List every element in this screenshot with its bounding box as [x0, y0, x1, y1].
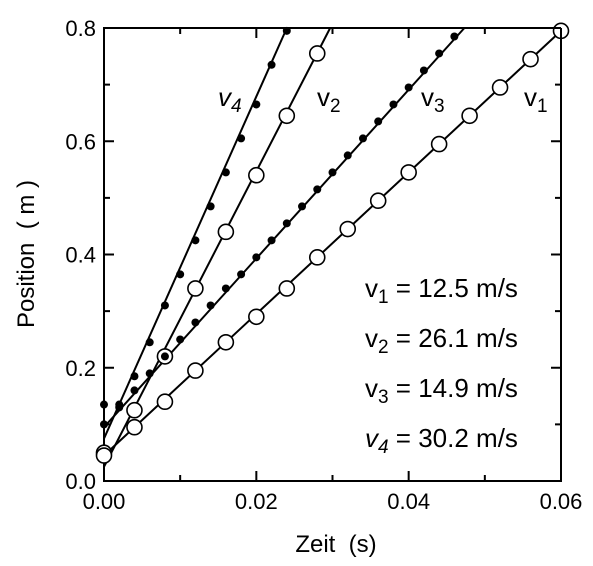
data-point-v3 [419, 66, 428, 75]
series-labels: v1 v2 v3 v4 [218, 82, 548, 117]
data-point-v3 [191, 318, 200, 327]
data-point-v4 [191, 236, 200, 245]
data-point-v2 [278, 107, 296, 125]
data-point-v1 [400, 164, 417, 181]
data-point-v3 [160, 352, 169, 361]
data-point-v3 [267, 236, 276, 245]
data-point-v3 [450, 32, 459, 41]
data-point-v3 [176, 335, 185, 344]
data-point-v4 [252, 100, 261, 109]
data-point-v3 [130, 386, 139, 395]
data-point-v4 [130, 372, 139, 381]
velocity-annotation: v1 = 12.5 m/s [365, 273, 518, 308]
data-point-v1 [522, 50, 539, 68]
data-point-v3 [404, 83, 413, 92]
velocity-annotation: v2 = 26.1 m/s [365, 323, 518, 358]
data-point-v1 [126, 418, 143, 436]
y-tick-label: 0.4 [65, 243, 96, 268]
series-label-v1: v1 [524, 82, 548, 117]
data-point-v2 [126, 401, 143, 419]
data-point-v4 [160, 301, 169, 310]
velocity-annotation: v3 = 14.9 m/s [365, 373, 518, 408]
data-point-v2 [95, 447, 113, 464]
data-point-v3 [435, 49, 444, 58]
data-point-v4 [282, 26, 291, 35]
data-point-v3 [252, 253, 261, 262]
series-label-v4: v4 [218, 82, 242, 117]
data-point-v4 [100, 400, 108, 409]
data-point-v3 [206, 301, 215, 310]
data-point-v3 [145, 369, 154, 378]
data-point-v3 [343, 151, 352, 160]
fit-line-v1 [103, 30, 562, 457]
data-point-v3 [328, 168, 337, 177]
x-tick-label: 0.04 [387, 489, 430, 514]
series-label-v3: v3 [421, 82, 445, 117]
data-point-v4 [176, 270, 185, 279]
data-point-v3 [374, 117, 383, 126]
data-point-v4 [145, 338, 154, 347]
data-points [95, 22, 570, 464]
x-tick-label: 0.02 [235, 489, 278, 514]
data-point-v3 [221, 284, 230, 293]
data-point-v1 [461, 107, 478, 125]
data-point-v1 [156, 393, 174, 411]
data-point-v1 [369, 192, 387, 210]
x-axis-title: Zeit (s) [295, 531, 376, 558]
tick-labels: 0.00 0.02 0.04 0.06 0.0 0.2 0.4 0.6 0.8 [65, 16, 582, 514]
data-point-v1 [430, 135, 448, 153]
velocity-annotation: v4 = 30.2 m/s [365, 423, 518, 458]
fit-line-v2 [103, 27, 332, 468]
fit-line-v4 [103, 27, 288, 439]
y-tick-label: 0.6 [65, 129, 96, 154]
data-point-v4 [221, 168, 230, 177]
data-point-v1 [339, 220, 357, 238]
data-point-v1 [217, 333, 235, 351]
data-point-v4 [115, 400, 124, 409]
x-tick-label: 0.06 [540, 489, 583, 514]
data-point-v4 [206, 202, 215, 211]
y-tick-label: 0.0 [65, 469, 96, 494]
data-point-v4 [237, 134, 246, 143]
velocity-annotations: v1 = 12.5 m/s v2 = 26.1 m/s v3 = 14.9 m/s v… [365, 273, 518, 458]
data-point-v3 [358, 134, 367, 143]
data-point-v1 [308, 249, 326, 266]
data-point-v3 [298, 202, 307, 211]
y-tick-label: 0.8 [65, 16, 96, 41]
data-point-v1 [248, 308, 265, 326]
series-label-v2: v2 [317, 82, 341, 117]
y-axis-title: Position ( m ) [13, 180, 40, 328]
data-point-v1 [278, 280, 296, 297]
data-point-v3 [313, 185, 322, 194]
data-point-v3 [282, 219, 291, 228]
x-tick-label: 0.00 [83, 489, 126, 514]
data-point-v4 [267, 60, 276, 69]
y-tick-label: 0.2 [65, 356, 96, 381]
data-point-v3 [389, 100, 398, 109]
data-point-v2 [248, 166, 265, 184]
data-point-v2 [187, 280, 204, 297]
data-point-v1 [187, 362, 204, 379]
axis-ticks [103, 27, 562, 482]
data-point-v1 [491, 79, 509, 96]
data-point-v3 [237, 270, 246, 279]
data-point-v2 [308, 45, 326, 62]
data-point-v2 [217, 223, 235, 241]
